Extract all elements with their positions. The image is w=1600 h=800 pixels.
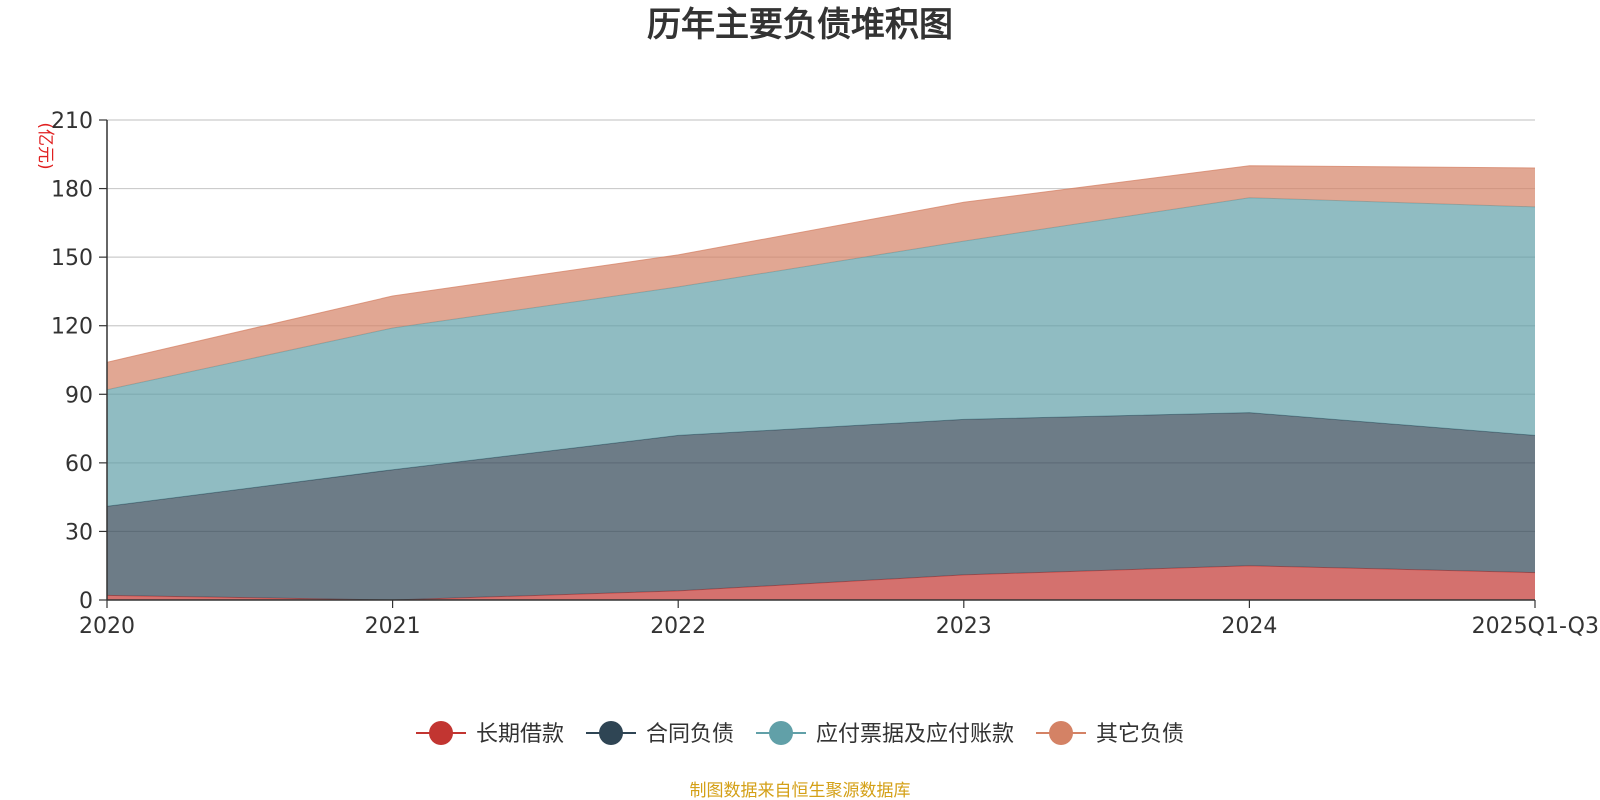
x-tick-label: 2021 [365, 614, 421, 639]
legend-circle-marker [769, 721, 793, 745]
legend-circle-marker [599, 721, 623, 745]
area-series-其它负债 [107, 165, 1535, 390]
x-tick-label: 2024 [1221, 614, 1277, 639]
y-tick-label: 150 [51, 246, 93, 271]
area-edge-其它负债 [106, 165, 1536, 363]
y-tick-label: 210 [51, 109, 93, 134]
x-tick-label: 2022 [650, 614, 706, 639]
area-series-应付票据及应付账款 [107, 197, 1535, 507]
chart-title: 历年主要负债堆积图 [647, 5, 953, 45]
y-tick-label: 0 [79, 589, 93, 614]
y-tick-label: 180 [51, 178, 93, 203]
axes: 0 30 60 90 120 150 180 210 2020 2021 2022 2023 2024 2… [51, 109, 1599, 639]
y-tick-label: 30 [65, 520, 93, 545]
data-source-note: 制图数据来自恒生聚源数据库 [690, 781, 911, 800]
area-series-group [106, 165, 1536, 601]
legend-label: 应付票据及应付账款 [816, 722, 1014, 747]
x-tick-label: 2020 [79, 614, 135, 639]
legend-item-合同负债[interactable]: 合同负债 [586, 721, 734, 747]
legend-label: 其它负债 [1096, 722, 1184, 747]
legend[interactable]: 长期借款 合同负债 应付票据及应付账款 其它负债 [416, 721, 1184, 747]
legend-label: 合同负债 [646, 722, 734, 747]
legend-label: 长期借款 [476, 722, 564, 747]
legend-item-应付票据及应付账款[interactable]: 应付票据及应付账款 [756, 721, 1014, 747]
legend-item-长期借款[interactable]: 长期借款 [416, 721, 564, 747]
area-series-合同负债 [107, 412, 1535, 600]
y-tick-label: 60 [65, 452, 93, 477]
legend-circle-marker [1049, 721, 1073, 745]
legend-circle-marker [429, 721, 453, 745]
y-tick-label: 120 [51, 315, 93, 340]
x-tick-label: 2025Q1-Q3 [1472, 614, 1599, 639]
x-tick-label: 2023 [936, 614, 992, 639]
y-axis-unit-label: (亿元) [35, 122, 55, 169]
y-tick-label: 90 [65, 383, 93, 408]
legend-item-其它负债[interactable]: 其它负债 [1036, 721, 1184, 747]
area-series-长期借款 [107, 565, 1535, 600]
